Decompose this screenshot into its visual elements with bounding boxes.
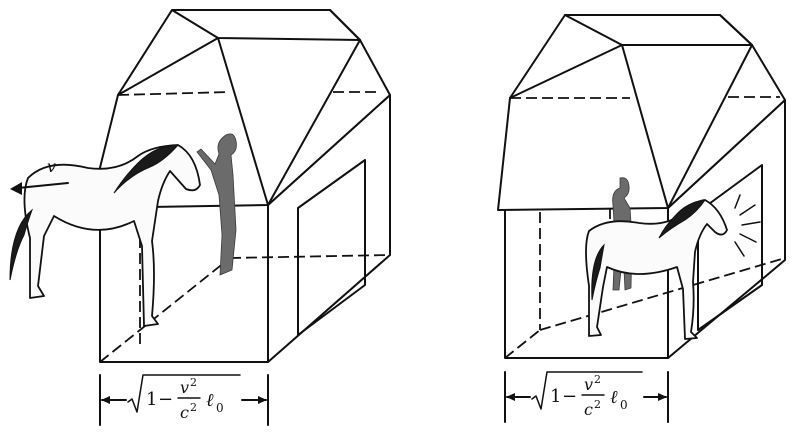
right-horse-mane [658, 199, 707, 239]
left-horse-body [23, 144, 201, 327]
left-horse-mane [113, 144, 180, 194]
velocity-arrow: v [10, 157, 69, 195]
left-barn-side-door [297, 159, 366, 336]
left-barn-front-wall [99, 204, 269, 363]
right-horse-tail [591, 243, 605, 301]
left-person-silhouette [196, 133, 237, 276]
left-horse [9, 144, 201, 327]
svg-text:2: 2 [594, 373, 601, 386]
left-panel: v 1 − v 2 c 2 ℓ 0 [9, 9, 391, 426]
svg-text:v: v [180, 378, 189, 397]
svg-text:−: − [562, 386, 577, 407]
right-horse-body [585, 199, 728, 340]
svg-text:1: 1 [146, 389, 157, 410]
collision-burst [734, 194, 761, 257]
right-barn-side-door [697, 164, 763, 331]
svg-text:2: 2 [190, 376, 197, 389]
svg-text:0: 0 [620, 398, 628, 412]
svg-text:c: c [584, 400, 593, 419]
svg-text:1: 1 [550, 386, 561, 407]
left-length-dimension: 1 − v 2 c 2 ℓ 0 [99, 374, 269, 426]
svg-text:ℓ: ℓ [610, 387, 618, 408]
velocity-arrowhead [10, 182, 22, 195]
svg-text:c: c [180, 403, 189, 422]
svg-text:v: v [584, 375, 593, 394]
svg-text:ℓ: ℓ [206, 390, 214, 411]
right-length-dimension: 1 − v 2 c 2 ℓ 0 [504, 371, 669, 423]
left-length-formula: 1 − v 2 c 2 ℓ 0 [127, 374, 241, 422]
right-horse [585, 199, 728, 340]
right-barn [497, 14, 786, 359]
left-horse-tail [9, 208, 34, 281]
right-panel: 1 − v 2 c 2 ℓ 0 [497, 14, 786, 423]
velocity-label: v [47, 157, 56, 176]
svg-text:−: − [158, 389, 173, 410]
right-length-formula: 1 − v 2 c 2 ℓ 0 [531, 371, 643, 419]
svg-text:2: 2 [190, 401, 197, 414]
svg-text:2: 2 [594, 398, 601, 411]
svg-text:0: 0 [216, 401, 224, 415]
